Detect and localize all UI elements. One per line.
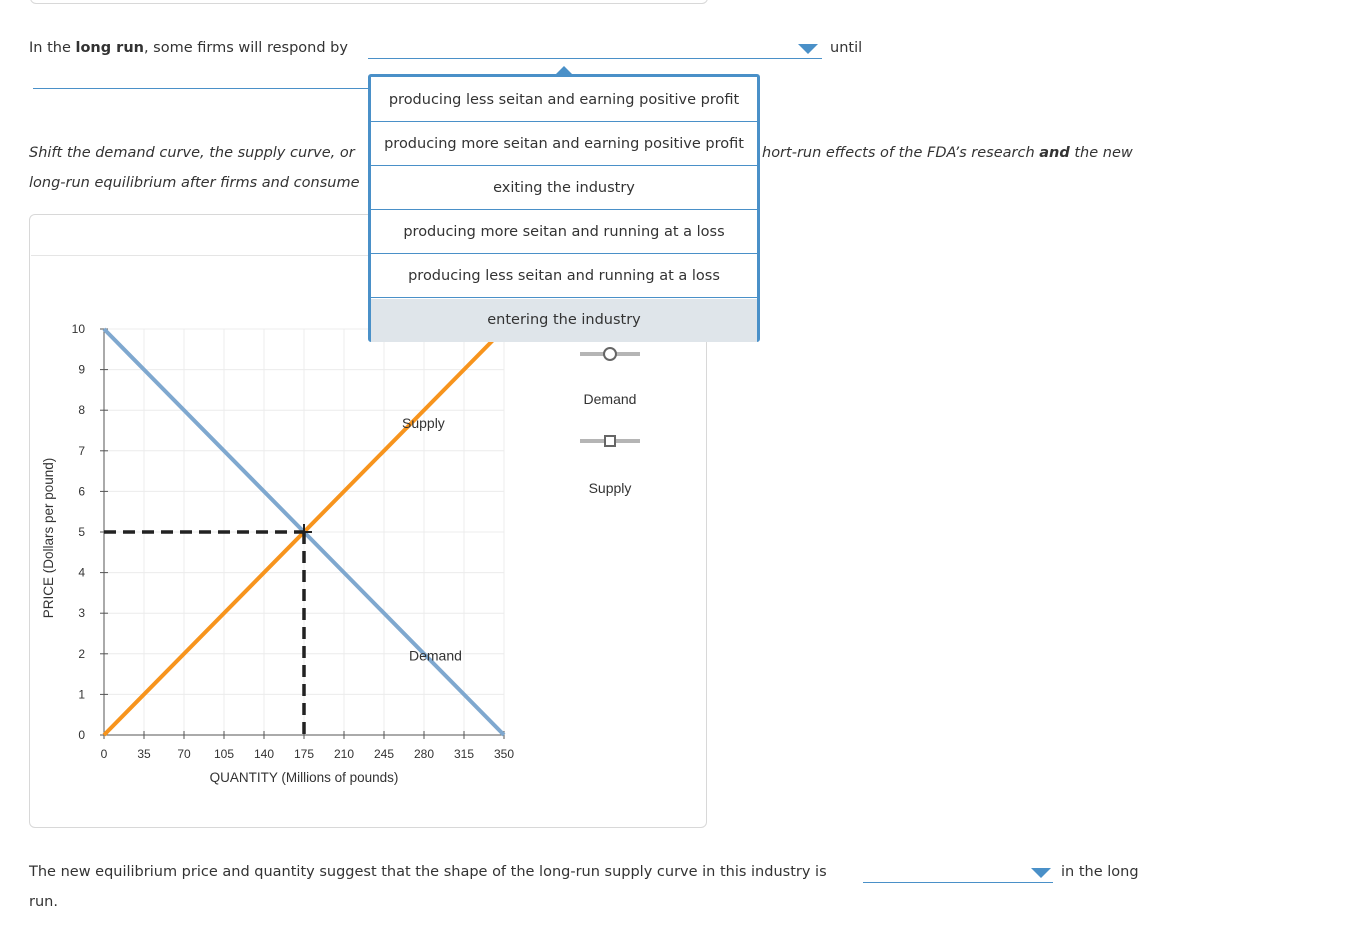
x-tick-label: 105 <box>214 747 234 761</box>
response-dropdown-menu[interactable]: producing less seitan and earning positi… <box>368 74 760 342</box>
supply-shape-select[interactable] <box>863 882 1053 883</box>
dropdown-option-less-positive-profit[interactable]: producing less seitan and earning positi… <box>371 79 757 122</box>
y-axis-label: PRICE (Dollars per pound) <box>41 458 56 619</box>
x-tick-label: 70 <box>177 747 191 761</box>
question-bold-long-run: long run <box>75 40 144 56</box>
y-tick-label: 4 <box>78 566 85 580</box>
question-supply-shape-text: The new equilibrium price and quantity s… <box>29 864 827 880</box>
y-tick-label: 0 <box>78 728 85 742</box>
chevron-down-icon[interactable] <box>1031 868 1051 878</box>
dropdown-option-exiting[interactable]: exiting the industry <box>371 167 757 210</box>
x-axis-label: QUANTITY (Millions of pounds) <box>210 770 399 785</box>
y-tick-label: 5 <box>78 525 85 539</box>
long-run-response-select[interactable] <box>368 58 822 59</box>
question-suffix: , some firms will respond by <box>143 40 348 56</box>
instruction-line1-right: hort-run effects of the FDA’s research a… <box>762 145 1133 161</box>
instruction-line2-left: long-run equilibrium after firms and con… <box>29 175 360 191</box>
x-tick-label: 350 <box>494 747 514 761</box>
legend-demand-tool[interactable]: Demand <box>580 347 640 407</box>
legend-supply-label: Supply <box>589 480 632 496</box>
question-prefix: In the <box>29 40 76 56</box>
chart-series <box>102 327 506 737</box>
y-tick-label: 3 <box>78 606 85 620</box>
x-tick-label: 0 <box>101 747 108 761</box>
x-tick-label: 315 <box>454 747 474 761</box>
dropdown-option-less-loss[interactable]: producing less seitan and running at a l… <box>371 255 757 298</box>
legend-demand-label: Demand <box>584 391 637 407</box>
y-tick-label: 1 <box>78 687 85 701</box>
y-tick-label: 6 <box>78 484 85 498</box>
dropdown-pointer <box>555 66 573 75</box>
x-tick-label: 35 <box>137 747 151 761</box>
dropdown-option-more-loss[interactable]: producing more seitan and running at a l… <box>371 211 757 254</box>
question-in-the-long-text: in the long <box>1061 864 1139 880</box>
x-tick-label: 175 <box>294 747 314 761</box>
x-tick-label: 140 <box>254 747 274 761</box>
x-tick-label: 280 <box>414 747 434 761</box>
legend-supply-tool[interactable]: Supply <box>580 435 640 496</box>
instruction-line1-left: Shift the demand curve, the supply curve… <box>29 145 355 161</box>
question-long-run-text: In the long run, some firms will respond… <box>29 40 348 56</box>
y-tick-label: 7 <box>78 444 85 458</box>
square-icon <box>604 435 616 447</box>
question-until-text: until <box>830 40 863 56</box>
until-select[interactable] <box>33 88 369 89</box>
y-tick-label: 2 <box>78 647 85 661</box>
chart-labels: 0 35 70 105 140 175 210 245 280 315 350 0 1 2 3 4 5 6 7 8 9 1… <box>72 322 515 761</box>
x-tick-label: 245 <box>374 747 394 761</box>
x-tick-label: 210 <box>334 747 354 761</box>
y-tick-label: 9 <box>78 363 85 377</box>
supply-curve-label: Supply <box>402 415 445 431</box>
y-tick-label: 8 <box>78 403 85 417</box>
demand-curve-label: Demand <box>409 648 462 664</box>
question-run-text: run. <box>29 894 58 910</box>
dropdown-option-entering[interactable]: entering the industry <box>371 299 757 342</box>
y-tick-label: 10 <box>72 322 86 336</box>
circle-icon <box>603 347 617 361</box>
dropdown-option-more-positive-profit[interactable]: producing more seitan and earning positi… <box>371 123 757 166</box>
chevron-down-icon[interactable] <box>798 44 818 54</box>
